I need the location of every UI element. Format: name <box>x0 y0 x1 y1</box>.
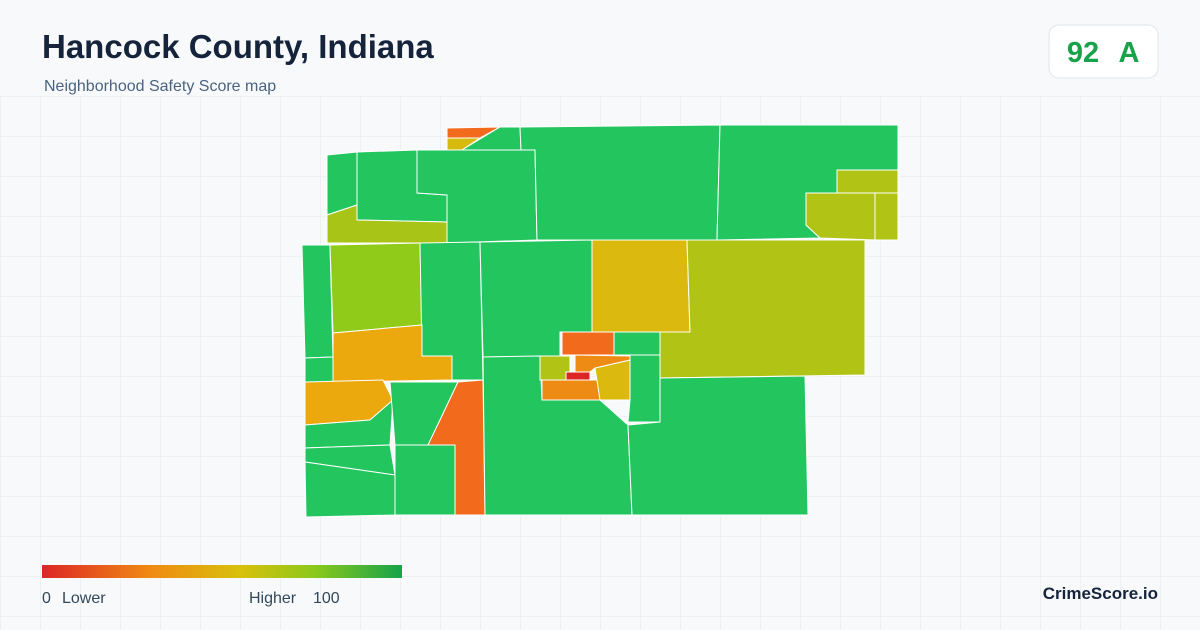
legend-min-label: Lower <box>62 590 106 607</box>
region <box>519 124 721 241</box>
region <box>561 331 615 356</box>
legend-scale <box>42 565 402 578</box>
county-map <box>301 124 899 518</box>
region <box>613 331 661 356</box>
region <box>304 398 394 449</box>
subtitle: Neighborhood Safety Score map <box>44 78 276 95</box>
score-grade: A <box>1119 37 1140 69</box>
region <box>805 192 876 241</box>
score-badge <box>1048 24 1159 79</box>
region <box>874 192 899 241</box>
legend-max: 100 <box>313 590 340 607</box>
legend-max-label: Higher <box>249 590 297 607</box>
region <box>301 244 334 359</box>
region <box>394 444 456 516</box>
legend-min: 0 <box>42 590 51 607</box>
region <box>659 239 866 379</box>
region <box>329 242 423 334</box>
region <box>627 354 661 423</box>
score-value: 92 <box>1067 37 1099 69</box>
region <box>326 204 448 244</box>
region <box>541 379 601 401</box>
region <box>326 151 358 216</box>
region <box>591 239 691 333</box>
title: Hancock County, Indiana <box>42 28 434 65</box>
region <box>565 371 591 381</box>
region <box>836 169 899 194</box>
region <box>304 356 334 383</box>
brand: CrimeScore.io <box>1043 584 1158 603</box>
